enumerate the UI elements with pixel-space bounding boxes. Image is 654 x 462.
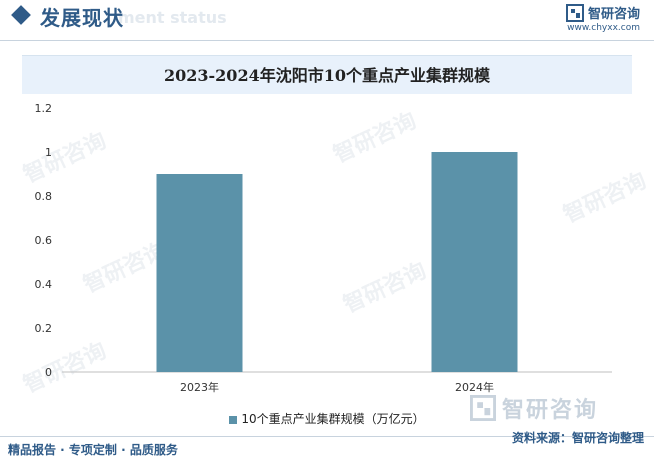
- bar-chart: 0 0.2 0.4 0.6 0.8 1 1.2 2023年 2024年: [35, 102, 612, 394]
- header-divider: [0, 40, 654, 41]
- legend-label: 10个重点产业集群规模（万亿元）: [241, 412, 425, 426]
- bottom-logo-icon: [470, 395, 496, 421]
- brand-logo: 智研咨询 www.chyxx.com: [565, 3, 640, 33]
- bottom-logo: 智研咨询: [470, 392, 598, 424]
- y-tick-label: 0: [45, 366, 52, 379]
- brand-url: www.chyxx.com: [567, 23, 640, 33]
- brand-logo-name: 智研咨询: [587, 7, 640, 22]
- y-tick-label: 0.4: [35, 278, 53, 291]
- legend-swatch: [229, 415, 238, 424]
- chart-title: 2023-2024年沈阳市10个重点产业集群规模: [164, 66, 490, 85]
- section-title: 发展现状: [40, 6, 124, 30]
- y-tick-label: 1.2: [35, 102, 53, 115]
- bottom-logo-name: 智研咨询: [502, 398, 599, 423]
- y-tick-label: 1: [45, 146, 52, 159]
- bar: [156, 174, 243, 372]
- x-tick-label: 2024年: [455, 380, 494, 394]
- chart-legend: 10个重点产业集群规模（万亿元）: [0, 410, 654, 427]
- footer-divider: [0, 436, 654, 437]
- y-tick-label: 0.2: [35, 322, 53, 335]
- y-tick-label: 0.6: [35, 234, 53, 247]
- source-note: 资料来源：智研咨询整理: [511, 431, 644, 445]
- header: ment status 发展现状 智研咨询 www.chyxx.com: [0, 0, 654, 40]
- bar: [431, 152, 518, 372]
- chart-title-band: 2023-2024年沈阳市10个重点产业集群规模: [22, 55, 632, 94]
- y-tick-label: 0.8: [35, 190, 53, 203]
- header-ghost-text: ment status: [118, 8, 227, 27]
- footer-slogan: 精品报告 · 专项定制 · 品质服务: [8, 443, 178, 457]
- x-tick-label: 2023年: [180, 380, 219, 394]
- brand-logo-icon: [565, 3, 584, 22]
